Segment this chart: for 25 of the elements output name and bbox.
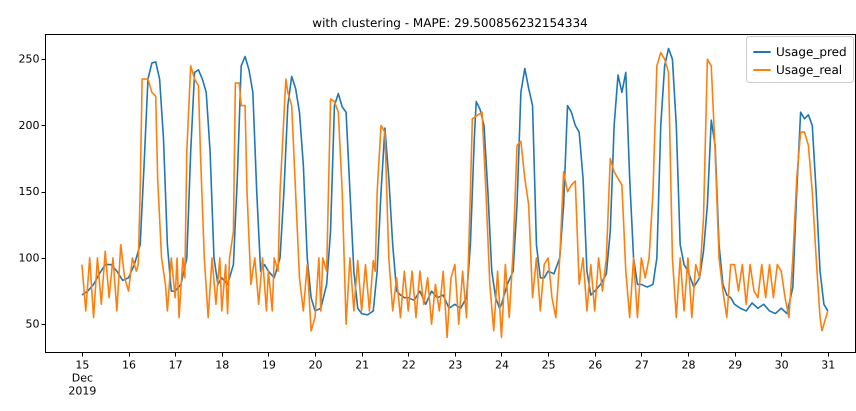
y-tick-label: 150 (18, 185, 40, 198)
y-tick-label: 50 (26, 318, 40, 331)
x-tick-label: 21 (355, 358, 370, 372)
x-tick-label: 18 (215, 358, 230, 372)
legend-label: Usage_real (776, 63, 842, 77)
x-tick-label: 29 (728, 358, 742, 372)
x-tick-label: 19 (262, 358, 276, 372)
legend-label: Usage_pred (776, 45, 847, 59)
x-tick-label: 22 (402, 358, 416, 372)
x-tick-label: 23 (448, 358, 462, 372)
x-tick-label: 26 (588, 358, 602, 372)
chart-title: with clustering - MAPE: 29.500856232154334 (312, 16, 588, 30)
x-tick-label: 28 (681, 358, 696, 372)
x-tick-label: 17 (168, 358, 183, 372)
x-tick-label: 15 Dec 2019 (68, 358, 96, 398)
y-tick-label: 100 (18, 251, 40, 264)
y-tick-label: 250 (18, 52, 40, 66)
x-tick-label: 25 (542, 358, 556, 372)
x-tick-label: 30 (774, 358, 789, 372)
x-tick-label: 16 (122, 358, 136, 372)
x-tick-label: 20 (308, 358, 322, 372)
x-tick-label: 27 (634, 358, 649, 372)
y-tick-label: 200 (18, 118, 40, 132)
x-tick-label: 24 (494, 358, 509, 372)
x-tick-label: 31 (821, 358, 836, 372)
